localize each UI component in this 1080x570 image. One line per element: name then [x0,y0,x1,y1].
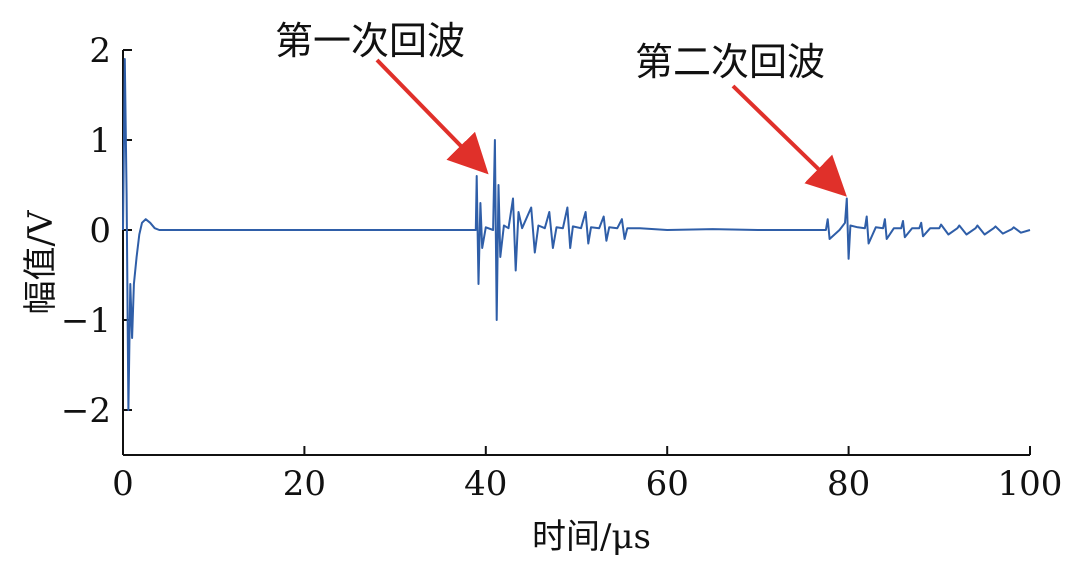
series-group [122,58,1031,411]
annotation-first-echo: 第一次回波 [275,19,465,63]
x-tick-label: 80 [827,464,870,504]
x-tick-label: 60 [646,464,689,504]
y-tick-label: 2 [89,31,111,71]
x-tick-label: 0 [112,464,134,504]
x-tick-label: 20 [283,464,326,504]
y-tick-label: −1 [61,301,111,341]
annotation-second-echo: 第二次回波 [635,40,825,84]
x-tick-label: 100 [998,464,1063,504]
axes: 0 20 40 60 80 100 2 1 0 −1 −2 时间/μs 幅值/V [21,31,1062,557]
y-tick-label: −2 [61,391,111,431]
series-line [122,58,1031,411]
y-tick-label: 0 [89,211,111,251]
arrow-first-echo-icon [375,58,489,175]
y-tick-label: 1 [89,121,111,161]
x-axis-label: 时间/μs [532,517,651,557]
x-tick-label: 40 [464,464,507,504]
arrow-second-echo-icon [731,84,847,197]
annotations: 第一次回波 第二次回波 [275,19,847,197]
y-axis-label: 幅值/V [21,209,61,314]
